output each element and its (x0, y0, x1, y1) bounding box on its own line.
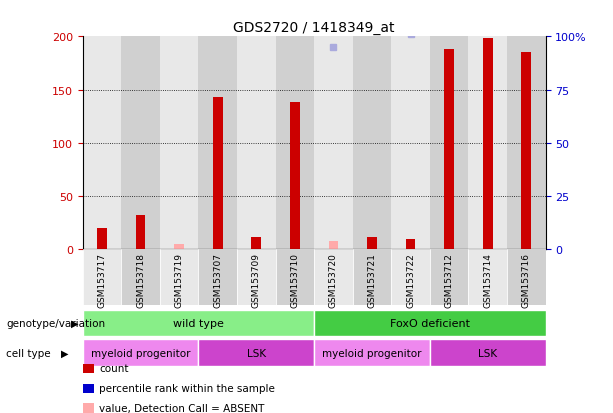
Bar (314, 339, 430, 366)
Bar (314, 250, 352, 306)
Bar (251, 237, 261, 250)
Bar (468, 37, 507, 250)
Bar (367, 237, 377, 250)
Bar (391, 250, 430, 306)
Text: FoxO deficient: FoxO deficient (390, 318, 470, 328)
Bar (406, 239, 416, 250)
Bar (136, 216, 145, 250)
Text: genotype/variation: genotype/variation (6, 318, 105, 328)
Bar (160, 37, 199, 250)
Bar (213, 98, 223, 250)
Bar (430, 339, 546, 366)
Text: ▶: ▶ (70, 318, 78, 328)
Bar (329, 241, 338, 250)
Bar (391, 37, 430, 250)
Bar (507, 250, 546, 306)
Bar (83, 310, 314, 337)
Bar (276, 37, 314, 250)
Bar (430, 37, 468, 250)
Bar (290, 103, 300, 250)
Text: myeloid progenitor: myeloid progenitor (322, 348, 422, 358)
Bar (522, 53, 531, 250)
Bar (83, 339, 199, 366)
Bar (468, 250, 507, 306)
Text: GSM153719: GSM153719 (175, 253, 184, 308)
Text: myeloid progenitor: myeloid progenitor (91, 348, 191, 358)
Text: cell type: cell type (6, 348, 51, 358)
Text: GSM153712: GSM153712 (444, 253, 454, 307)
Bar (83, 37, 121, 250)
Bar (97, 229, 107, 250)
Text: GSM153709: GSM153709 (252, 253, 261, 308)
Bar (483, 39, 492, 250)
Text: wild type: wild type (173, 318, 224, 328)
Title: GDS2720 / 1418349_at: GDS2720 / 1418349_at (234, 21, 395, 35)
Bar (507, 37, 546, 250)
Bar (160, 250, 199, 306)
Bar (237, 37, 276, 250)
Bar (276, 250, 314, 306)
Text: GSM153718: GSM153718 (136, 253, 145, 308)
Text: GSM153717: GSM153717 (97, 253, 107, 308)
Text: percentile rank within the sample: percentile rank within the sample (99, 383, 275, 393)
Bar (199, 250, 237, 306)
Text: GSM153714: GSM153714 (483, 253, 492, 307)
Bar (352, 250, 391, 306)
Bar (444, 50, 454, 250)
Text: LSK: LSK (247, 348, 266, 358)
Bar (121, 250, 160, 306)
Bar (83, 250, 121, 306)
Bar (314, 310, 546, 337)
Text: value, Detection Call = ABSENT: value, Detection Call = ABSENT (99, 403, 265, 413)
Bar (199, 339, 314, 366)
Text: LSK: LSK (478, 348, 497, 358)
Bar (352, 37, 391, 250)
Text: GSM153707: GSM153707 (213, 253, 223, 308)
Text: GSM153721: GSM153721 (368, 253, 376, 307)
Text: count: count (99, 363, 129, 373)
Bar (121, 37, 160, 250)
Text: GSM153710: GSM153710 (291, 253, 299, 308)
Text: GSM153720: GSM153720 (329, 253, 338, 307)
Text: GSM153716: GSM153716 (522, 253, 531, 308)
Bar (174, 244, 184, 250)
Bar (237, 250, 276, 306)
Bar (199, 37, 237, 250)
Text: GSM153722: GSM153722 (406, 253, 415, 307)
Bar (430, 250, 468, 306)
Bar (314, 37, 352, 250)
Text: ▶: ▶ (61, 348, 69, 358)
